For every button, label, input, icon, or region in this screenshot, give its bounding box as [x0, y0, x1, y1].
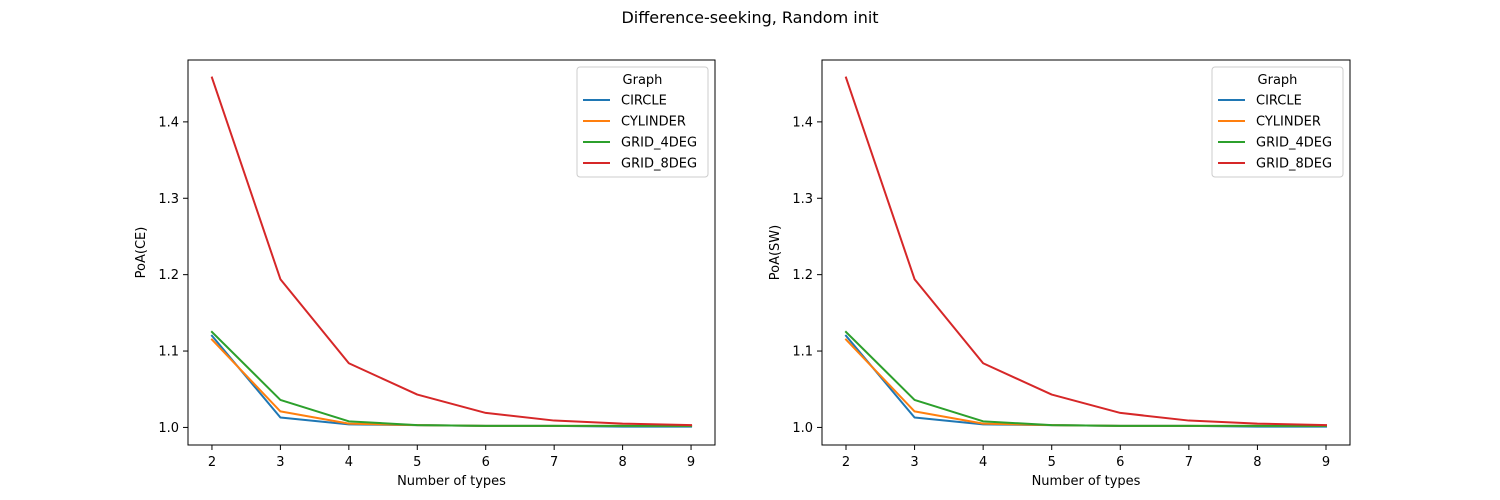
legend-entry: CYLINDER	[1256, 115, 1321, 130]
chart-left: 2 3 4 5 6 7 8 9 1.0 1.1 1.2 1.3 1.4 Number of types Po…	[134, 59, 716, 489]
legend-entry: GRID_4DEG	[621, 136, 697, 151]
x-tick-label: 3	[276, 455, 284, 470]
y-tick-label: 1.1	[158, 345, 179, 360]
x-tick-label: 5	[1048, 455, 1056, 470]
x-tick-label: 2	[208, 455, 216, 470]
series-line-grid-8deg	[844, 76, 1328, 427]
y-axis-label: PoA(CE)	[134, 227, 149, 279]
y-tick-label: 1.3	[158, 192, 179, 207]
y-tick-label: 1.0	[158, 421, 179, 436]
x-tick-label: 4	[979, 455, 987, 470]
axes-frame	[821, 59, 1351, 446]
y-tick-label: 1.1	[792, 345, 813, 360]
y-tick-label: 1.2	[158, 268, 179, 283]
y-tick-label: 1.4	[792, 115, 813, 130]
y-axis-label: PoA(SW)	[768, 225, 783, 280]
legend-title: Graph	[623, 73, 663, 88]
y-tick-label: 1.4	[158, 115, 179, 130]
x-tick-label: 9	[687, 455, 695, 470]
legend-entry: GRID_8DEG	[1256, 157, 1332, 172]
legend-entry: CIRCLE	[1256, 94, 1302, 109]
x-tick-label: 8	[618, 455, 626, 470]
x-axis-label: Number of types	[1032, 474, 1141, 489]
legend-entry: CIRCLE	[621, 94, 667, 109]
legend-entry: GRID_4DEG	[1256, 136, 1332, 151]
axes-frame	[187, 59, 716, 446]
x-tick-label: 6	[482, 455, 490, 470]
x-tick-label: 5	[413, 455, 421, 470]
series-line-grid-4deg	[844, 330, 1327, 427]
x-tick-label: 7	[1185, 455, 1193, 470]
x-tick-label: 2	[842, 455, 850, 470]
legend-entry: CYLINDER	[621, 115, 686, 130]
series-line-grid-4deg	[210, 330, 693, 427]
x-tick-label: 3	[910, 455, 918, 470]
legend-box	[576, 66, 709, 178]
figure-title: Difference-seeking, Random init	[621, 8, 879, 27]
legend-entry: GRID_8DEG	[621, 157, 697, 172]
series-line-cylinder	[844, 338, 1327, 427]
series-line-circle	[844, 334, 1327, 428]
y-tick-label: 1.3	[792, 192, 813, 207]
x-tick-label: 7	[550, 455, 558, 470]
y-tick-label: 1.2	[792, 268, 813, 283]
x-axis-label: Number of types	[397, 474, 506, 489]
series-line-grid-8deg	[210, 76, 693, 427]
x-tick-label: 4	[345, 455, 353, 470]
y-tick-label: 1.0	[792, 421, 813, 436]
x-tick-label: 9	[1322, 455, 1330, 470]
x-tick-label: 8	[1253, 455, 1261, 470]
legend-box	[1211, 66, 1344, 178]
legend-title: Graph	[1258, 73, 1298, 88]
x-tick-label: 6	[1116, 455, 1124, 470]
